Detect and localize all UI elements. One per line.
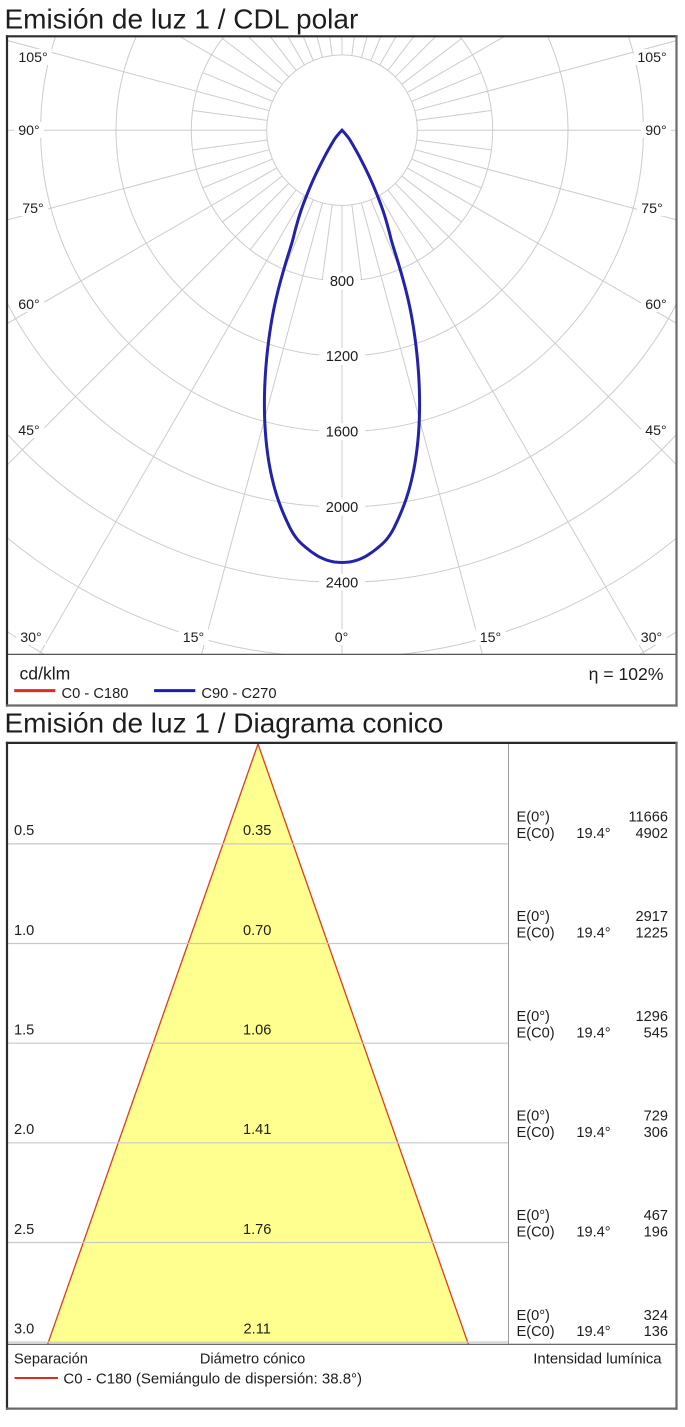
svg-text:136: 136 [644, 1324, 668, 1340]
svg-text:1.0: 1.0 [14, 923, 34, 939]
svg-text:105°: 105° [637, 50, 666, 66]
svg-text:545: 545 [644, 1025, 668, 1041]
svg-text:Emisión de luz 1 / CDL polar: Emisión de luz 1 / CDL polar [5, 4, 359, 35]
svg-text:30°: 30° [20, 630, 41, 646]
svg-text:800: 800 [330, 274, 354, 290]
svg-text:75°: 75° [22, 201, 43, 217]
svg-text:75°: 75° [641, 201, 662, 217]
svg-text:η = 102%: η = 102% [589, 664, 664, 684]
svg-text:E(0°): E(0°) [517, 1009, 550, 1025]
svg-text:E(0°): E(0°) [517, 810, 550, 826]
svg-text:105°: 105° [18, 50, 47, 66]
svg-text:45°: 45° [645, 423, 666, 439]
svg-text:1225: 1225 [636, 926, 668, 942]
svg-text:1.06: 1.06 [243, 1023, 271, 1039]
svg-text:Separación: Separación [14, 1352, 88, 1368]
svg-text:60°: 60° [645, 297, 666, 313]
svg-text:2917: 2917 [636, 909, 668, 925]
svg-text:2400: 2400 [326, 575, 358, 591]
svg-text:0.70: 0.70 [243, 923, 271, 939]
svg-text:324: 324 [644, 1308, 668, 1324]
svg-text:Emisión de luz 1 / Diagrama co: Emisión de luz 1 / Diagrama conico [5, 708, 444, 739]
svg-text:1296: 1296 [636, 1009, 668, 1025]
svg-text:cd/klm: cd/klm [20, 664, 71, 684]
svg-text:E(C0): E(C0) [517, 1324, 555, 1340]
svg-text:90°: 90° [645, 123, 666, 139]
svg-text:1200: 1200 [326, 349, 358, 365]
svg-text:11666: 11666 [629, 810, 669, 826]
svg-text:19.4°: 19.4° [576, 1025, 610, 1041]
svg-text:90°: 90° [18, 123, 39, 139]
svg-text:15°: 15° [480, 630, 501, 646]
svg-text:E(0°): E(0°) [517, 1109, 550, 1125]
svg-text:19.4°: 19.4° [576, 1324, 610, 1340]
svg-text:Diámetro cónico: Diámetro cónico [200, 1352, 305, 1368]
svg-text:19.4°: 19.4° [576, 926, 610, 942]
svg-text:2.11: 2.11 [244, 1321, 271, 1337]
svg-text:30°: 30° [641, 630, 662, 646]
svg-text:E(0°): E(0°) [517, 1208, 550, 1224]
svg-text:467: 467 [644, 1208, 668, 1224]
svg-text:E(C0): E(C0) [517, 1225, 555, 1241]
svg-text:1.41: 1.41 [243, 1122, 271, 1138]
svg-text:45°: 45° [18, 423, 39, 439]
svg-text:E(C0): E(C0) [517, 926, 555, 942]
svg-text:Intensidad lumínica: Intensidad lumínica [533, 1352, 662, 1368]
svg-text:306: 306 [644, 1125, 668, 1141]
svg-text:2000: 2000 [326, 500, 358, 516]
svg-text:2.0: 2.0 [14, 1122, 34, 1138]
svg-text:1.76: 1.76 [243, 1222, 271, 1238]
svg-text:E(C0): E(C0) [517, 1125, 555, 1141]
svg-text:19.4°: 19.4° [576, 1125, 610, 1141]
svg-text:1600: 1600 [326, 425, 358, 441]
svg-text:E(0°): E(0°) [517, 1308, 550, 1324]
svg-text:C90 - C270: C90 - C270 [201, 686, 276, 702]
svg-text:729: 729 [644, 1109, 668, 1125]
svg-text:4902: 4902 [636, 826, 668, 842]
svg-text:3.0: 3.0 [14, 1321, 34, 1337]
svg-text:2.5: 2.5 [14, 1222, 34, 1238]
svg-text:C0 - C180: C0 - C180 [62, 686, 129, 702]
svg-text:E(0°): E(0°) [517, 909, 550, 925]
svg-text:15°: 15° [183, 630, 204, 646]
svg-text:1.5: 1.5 [14, 1023, 34, 1039]
svg-text:0.5: 0.5 [14, 823, 34, 839]
svg-text:0°: 0° [335, 630, 349, 646]
svg-text:60°: 60° [18, 297, 39, 313]
svg-text:E(C0): E(C0) [517, 1025, 555, 1041]
svg-text:0.35: 0.35 [243, 823, 271, 839]
svg-text:19.4°: 19.4° [576, 1225, 610, 1241]
svg-text:C0 - C180 (Semiángulo de dispe: C0 - C180 (Semiángulo de dispersión: 38.… [63, 1370, 362, 1387]
svg-text:196: 196 [644, 1225, 668, 1241]
svg-text:E(C0): E(C0) [517, 826, 555, 842]
svg-text:19.4°: 19.4° [576, 826, 610, 842]
